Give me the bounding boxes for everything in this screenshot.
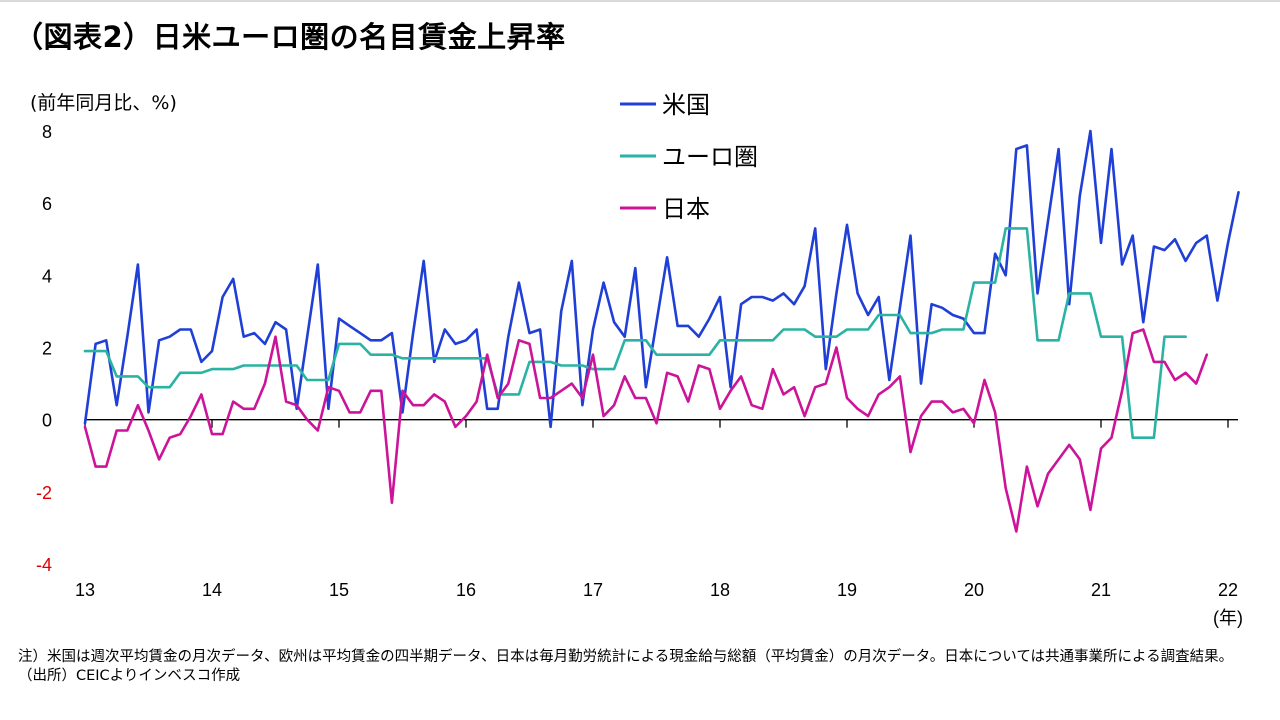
x-tick-label: 22: [1218, 580, 1238, 600]
y-tick-label: 2: [42, 339, 52, 359]
x-tick-label: 21: [1091, 580, 1111, 600]
top-rule: [0, 0, 1280, 2]
footnotes: 注）米国は週次平均賃金の月次データ、欧州は平均賃金の四半期データ、日本は毎月勤労…: [18, 648, 1273, 686]
x-tick-label: 19: [837, 580, 857, 600]
y-tick-label: -4: [36, 555, 52, 575]
x-tick-label: 17: [583, 580, 603, 600]
x-tick-label: 18: [710, 580, 730, 600]
x-tick-label: 15: [329, 580, 349, 600]
y-axis-unit-label: (前年同月比、%): [30, 92, 177, 114]
y-tick-label: 6: [42, 194, 52, 214]
legend-label-2: 日本: [662, 195, 710, 223]
x-axis-unit-label: (年): [1213, 608, 1243, 628]
legend-label-0: 米国: [662, 91, 710, 119]
series-line-2: [83, 328, 1209, 533]
chart-title: （図表2）日米ユーロ圏の名目賃金上昇率: [14, 20, 566, 54]
x-tick-label: 14: [202, 580, 222, 600]
y-tick-label: 0: [42, 411, 52, 431]
y-tick-label: -2: [36, 483, 52, 503]
series-line-1: [83, 227, 1187, 440]
y-tick-label: 8: [42, 122, 52, 142]
y-tick-label: 4: [42, 266, 52, 286]
source-text: （出所）CEICよりインベスコ作成: [18, 668, 241, 684]
x-tick-label: 13: [75, 580, 95, 600]
series-line-0: [83, 129, 1240, 429]
note-text: 注）米国は週次平均賃金の月次データ、欧州は平均賃金の四半期データ、日本は毎月勤労…: [18, 649, 1234, 665]
x-tick-label: 20: [964, 580, 984, 600]
x-tick-label: 16: [456, 580, 476, 600]
legend-label-1: ユーロ圏: [662, 143, 758, 171]
